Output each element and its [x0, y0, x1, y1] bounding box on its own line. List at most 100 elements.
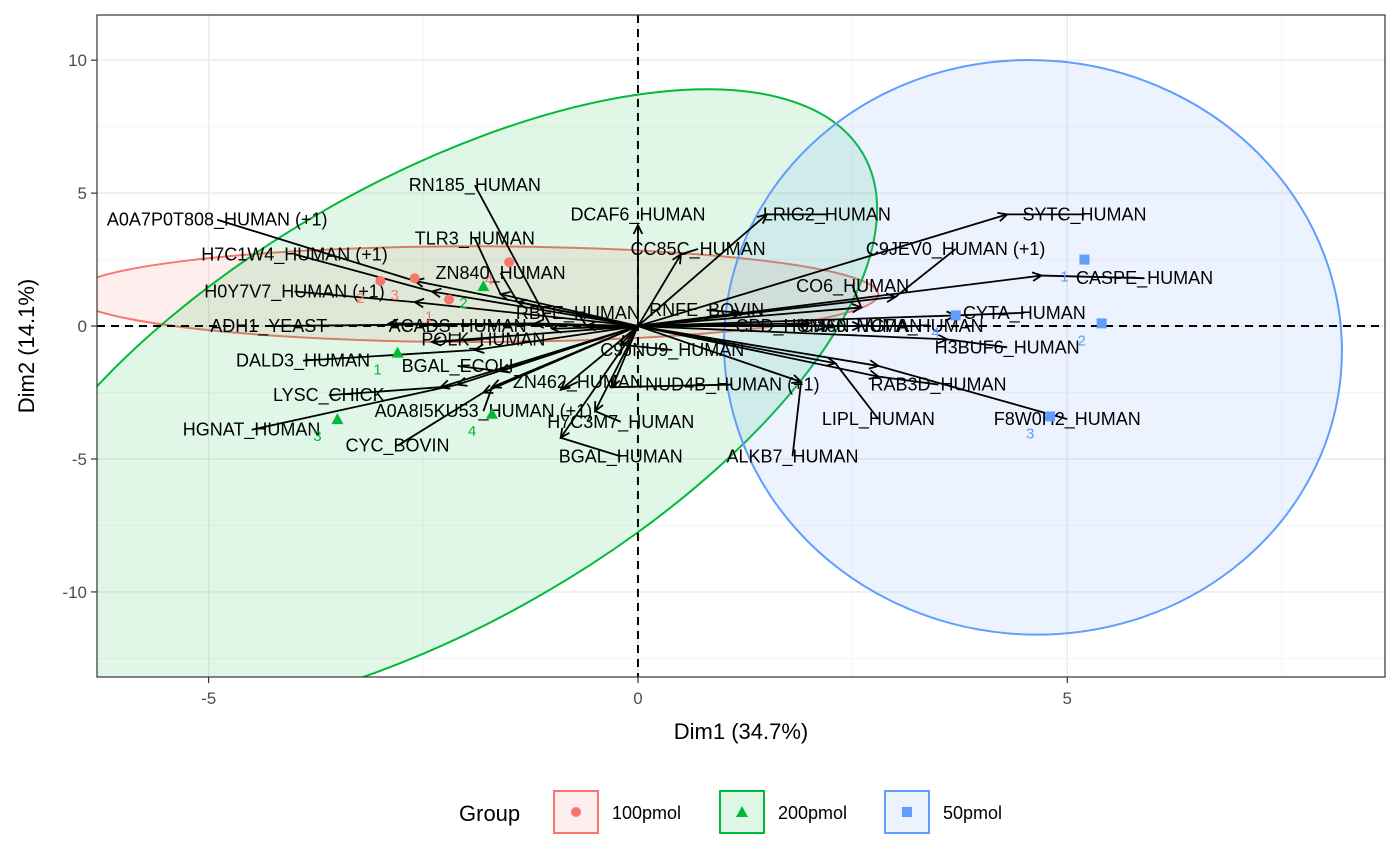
variable-label-sytc-human: SYTC_HUMAN [1022, 204, 1146, 225]
legend-triangle-icon [736, 806, 748, 817]
variable-label-lipl-human: LIPL_HUMAN [822, 409, 935, 430]
label-connector [303, 349, 475, 362]
arrow-h7c1w4-human-1 [294, 253, 639, 327]
arrow-dcaf6-human [632, 222, 644, 327]
point-label-50pmol-2: 2 [1077, 332, 1085, 349]
ellipse-100pmol [97, 245, 880, 343]
point-200pmol-2 [477, 280, 490, 292]
label-connector [294, 253, 433, 293]
point-label-200pmol-4: 4 [468, 423, 476, 440]
legend-label: 100pmol [612, 803, 681, 823]
label-connector [878, 365, 1068, 420]
variable-label-h7c3m7-human: H7C3M7_HUMAN [547, 412, 694, 433]
variable-label-h7c1w4-human-1: H7C1W4_HUMAN (+1) [201, 244, 388, 265]
legend-key [553, 790, 599, 834]
point-100pmol-1 [444, 294, 455, 305]
ellipse-50pmol [722, 59, 1343, 636]
point-100pmol-4 [504, 257, 515, 268]
point-label-100pmol-1: 1 [425, 308, 433, 325]
arrow-vgpa-human [637, 320, 922, 332]
variable-label-polk-human: POLK_HUMAN [421, 329, 545, 350]
variable-label-cc85c-human: CC85C_HUMAN [631, 239, 766, 260]
label-connector [946, 338, 1008, 349]
label-connector [397, 391, 484, 447]
arrow-bgal-human [559, 325, 639, 458]
variable-label-cyta-human: CYTA_HUMAN [963, 303, 1086, 324]
point-label-50pmol-1: 1 [1060, 269, 1068, 286]
point-label-200pmol-3: 3 [313, 428, 321, 445]
label-connector [706, 309, 742, 314]
arrow-sytc-human [637, 211, 1085, 327]
group-ellipses [97, 59, 1343, 677]
arrow-h7c3m7-human [594, 325, 639, 423]
variable-label-alkb7-human: ALKB7_HUMAN [726, 446, 858, 467]
point-label-50pmol-4: 4 [931, 324, 939, 341]
arrow-cc85c-human [637, 248, 699, 327]
variable-label-acads-human: ACADS_HUMAN [389, 316, 527, 337]
variable-label-dcaf6-human: DCAF6_HUMAN [570, 204, 705, 225]
legend-entry-50pmol: 50pmol [884, 790, 1002, 834]
x-tick-label: 5 [1063, 689, 1072, 708]
point-200pmol-1 [391, 346, 404, 358]
variable-label-h3buf6-human: H3BUF6_HUMAN [935, 337, 1080, 358]
variable-label-a0a8i5ku53-human-1: A0A8I5KU53_HUMAN (+1) [375, 401, 593, 422]
variable-label-tlr3-human: TLR3_HUMAN [415, 228, 535, 249]
point-50pmol-4 [950, 310, 961, 321]
y-tick-label: -5 [72, 450, 87, 469]
variable-label-nud4b-human-1: NUD4B_HUMAN (+1) [645, 375, 820, 396]
y-tick-label: -10 [62, 583, 87, 602]
label-connector [851, 285, 863, 308]
arrow-dald3-human [303, 325, 639, 362]
label-connector [560, 381, 579, 391]
variable-label-f8w0h2-human: F8W0H2_HUMAN [994, 409, 1141, 430]
plot-border [96, 14, 1386, 678]
x-axis-title: Dim1 (34.7%) [674, 719, 808, 744]
legend-label: 50pmol [943, 803, 1002, 823]
label-connector [955, 311, 1025, 317]
label-connector [878, 375, 939, 386]
point-200pmol-3 [331, 413, 344, 425]
point-50pmol-1 [1079, 254, 1090, 265]
point-label-100pmol-2: 2 [356, 290, 364, 307]
variable-label-rab3d-human: RAB3D_HUMAN [870, 375, 1006, 396]
variable-label-cyc-bovin: CYC_BOVIN [346, 436, 450, 457]
label-connector [577, 312, 588, 327]
label-connector [474, 184, 553, 330]
arrow-f8w0h2-human [637, 325, 1068, 420]
label-connector [560, 436, 622, 458]
label-connector [1041, 274, 1145, 280]
variable-label-c9jnu9-human: C9JNU9_HUMAN [600, 340, 744, 361]
variable-label-lysc-chick: LYSC_CHICK [273, 385, 385, 406]
point-label-50pmol-3: 3 [1026, 425, 1034, 442]
label-connector [388, 322, 458, 327]
point-label-100pmol-4: 4 [485, 271, 493, 288]
variable-label-vgpa-human: VGPA_HUMAN [859, 316, 984, 337]
arrow-zn462-human [559, 325, 639, 392]
arrow-h0y7v7-human-1 [294, 290, 639, 327]
label-connector [328, 386, 441, 397]
arrow-lrig2-human [637, 213, 827, 327]
point-label-200pmol-2: 2 [459, 295, 467, 312]
y-tick-label: 10 [68, 51, 87, 70]
legend-entry-100pmol: 100pmol [553, 790, 681, 834]
x-tick-label: -5 [201, 689, 216, 708]
variable-label-zn462-human: ZN462_HUMAN [513, 372, 643, 393]
variable-label-ch60-human: CH60_HUMAN [800, 316, 922, 337]
arrow-rbfe-human [577, 312, 638, 332]
point-100pmol-3 [409, 273, 420, 284]
label-connector [680, 248, 699, 256]
label-connector [482, 386, 493, 412]
variable-labels: RN185_HUMAN A0A7P0T808_HUMAN (+1) H7C1W4_H… [107, 175, 1213, 467]
variable-label-cpd-human: CPD_HUMAN [736, 316, 850, 337]
point-label-100pmol-3: 3 [391, 287, 399, 304]
label-connector [594, 410, 622, 423]
variable-label-adh1-yeast: ADH1_YEAST [210, 316, 327, 337]
arrow-hgnat-human [251, 325, 639, 431]
ellipse-200pmol [97, 88, 879, 677]
variable-label-c9jev0-human-1: C9JEV0_HUMAN (+1) [866, 239, 1046, 260]
label-connector [431, 338, 484, 343]
variable-label-lrig2-human: LRIG2_HUMAN [763, 204, 891, 225]
variable-label-rbfe-human: RBFE_HUMAN [516, 303, 640, 324]
legend-circle-icon [571, 807, 581, 817]
